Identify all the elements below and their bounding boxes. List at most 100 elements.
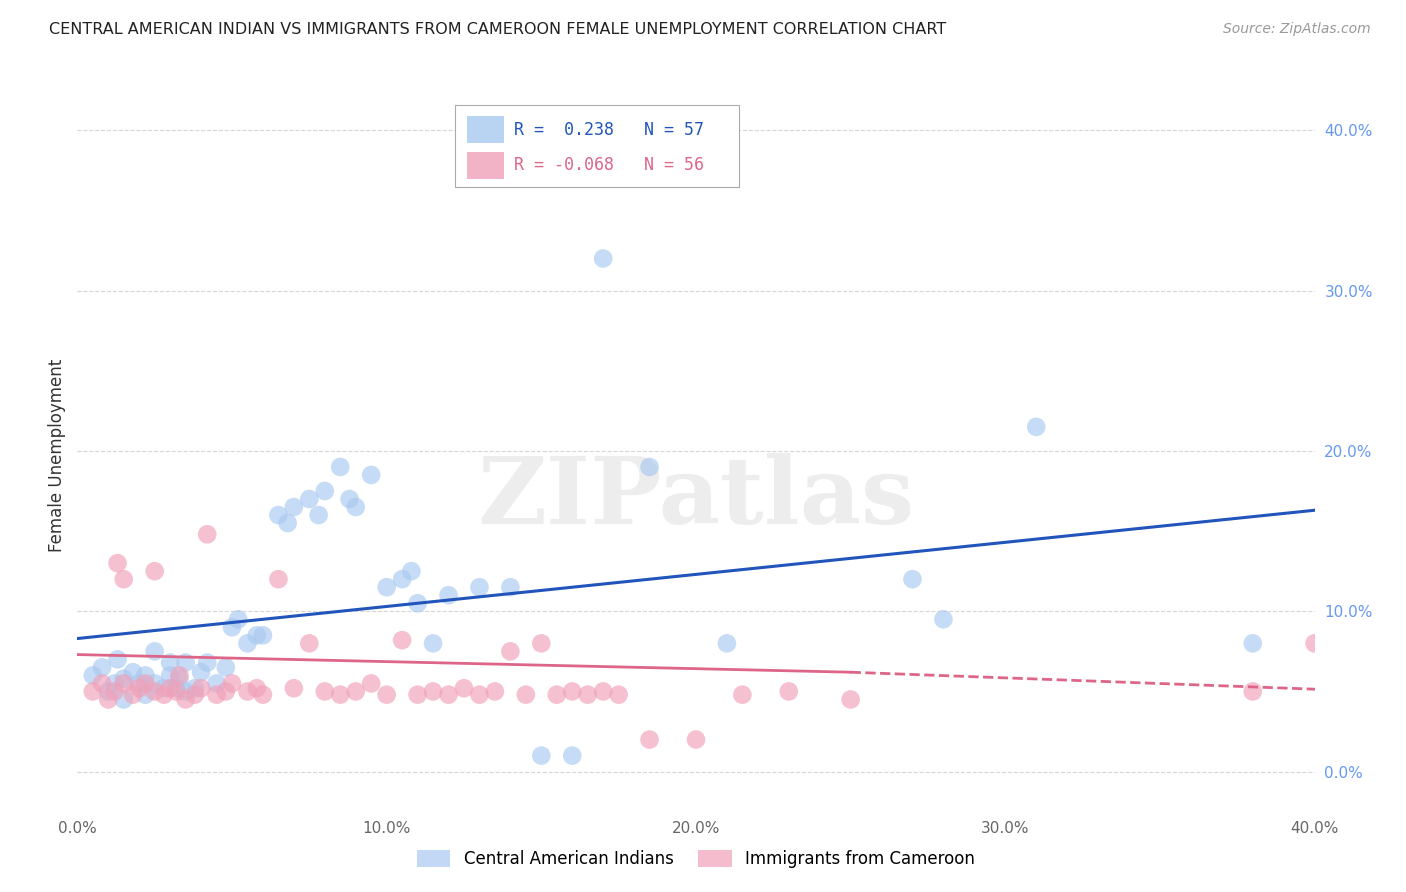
Point — [391, 572, 413, 586]
Point — [169, 668, 191, 682]
Point — [561, 748, 583, 763]
Point — [1025, 420, 1047, 434]
Point — [205, 676, 228, 690]
Point — [277, 516, 299, 530]
Point — [329, 459, 352, 474]
Point — [375, 688, 398, 702]
Point — [546, 688, 568, 702]
Point — [165, 681, 187, 696]
Point — [107, 652, 129, 666]
Point — [360, 676, 382, 690]
Point — [143, 676, 166, 690]
Point — [112, 676, 135, 690]
Point — [499, 644, 522, 658]
FancyBboxPatch shape — [454, 105, 740, 187]
Point — [143, 644, 166, 658]
Point — [484, 684, 506, 698]
Point — [165, 684, 187, 698]
Point — [314, 684, 336, 698]
Point — [468, 688, 491, 702]
Point — [174, 656, 197, 670]
Point — [103, 684, 125, 698]
Point — [236, 636, 259, 650]
Point — [401, 564, 423, 578]
Legend: Central American Indians, Immigrants from Cameroon: Central American Indians, Immigrants fro… — [411, 843, 981, 875]
Point — [159, 681, 181, 696]
Point — [716, 636, 738, 650]
Point — [159, 656, 181, 670]
Point — [195, 656, 218, 670]
FancyBboxPatch shape — [467, 116, 505, 143]
Point — [267, 508, 290, 522]
Text: ZIPatlas: ZIPatlas — [478, 453, 914, 542]
Point — [576, 688, 599, 702]
Point — [252, 688, 274, 702]
Point — [221, 620, 243, 634]
Point — [437, 588, 460, 602]
Point — [468, 580, 491, 594]
Point — [391, 633, 413, 648]
Point — [339, 491, 361, 506]
Point — [314, 483, 336, 498]
Point — [134, 668, 156, 682]
Point — [195, 527, 218, 541]
Point — [638, 732, 661, 747]
Point — [298, 491, 321, 506]
Point — [112, 692, 135, 706]
Point — [107, 556, 129, 570]
Point — [839, 692, 862, 706]
Point — [184, 688, 207, 702]
Point — [375, 580, 398, 594]
Point — [184, 681, 207, 696]
Point — [1241, 684, 1264, 698]
Point — [112, 572, 135, 586]
Point — [406, 688, 429, 702]
Point — [932, 612, 955, 626]
Point — [190, 665, 212, 680]
Point — [1303, 636, 1326, 650]
Point — [1241, 636, 1264, 650]
Point — [174, 692, 197, 706]
Point — [153, 681, 176, 696]
Point — [215, 660, 238, 674]
Point — [453, 681, 475, 696]
Point — [174, 684, 197, 698]
Text: R =  0.238   N = 57: R = 0.238 N = 57 — [515, 120, 704, 138]
Point — [329, 688, 352, 702]
Point — [422, 684, 444, 698]
Point — [499, 580, 522, 594]
Point — [267, 572, 290, 586]
Point — [901, 572, 924, 586]
Point — [607, 688, 630, 702]
Point — [246, 681, 269, 696]
Text: Source: ZipAtlas.com: Source: ZipAtlas.com — [1223, 22, 1371, 37]
Point — [252, 628, 274, 642]
Point — [215, 684, 238, 698]
Point — [731, 688, 754, 702]
Point — [82, 668, 104, 682]
Point — [153, 688, 176, 702]
Text: CENTRAL AMERICAN INDIAN VS IMMIGRANTS FROM CAMEROON FEMALE UNEMPLOYMENT CORRELAT: CENTRAL AMERICAN INDIAN VS IMMIGRANTS FR… — [49, 22, 946, 37]
Point — [221, 676, 243, 690]
Point — [134, 676, 156, 690]
Point — [97, 684, 120, 698]
Text: R = -0.068   N = 56: R = -0.068 N = 56 — [515, 156, 704, 174]
Point — [128, 681, 150, 696]
Point — [592, 252, 614, 266]
Point — [638, 459, 661, 474]
Point — [159, 668, 181, 682]
Point — [103, 676, 125, 690]
Point — [422, 636, 444, 650]
Point — [190, 681, 212, 696]
Point — [82, 684, 104, 698]
Point — [308, 508, 330, 522]
Point — [406, 596, 429, 610]
Point — [283, 500, 305, 514]
Point — [128, 676, 150, 690]
Point — [530, 748, 553, 763]
Point — [561, 684, 583, 698]
FancyBboxPatch shape — [467, 152, 505, 178]
Point — [97, 692, 120, 706]
Point — [226, 612, 249, 626]
Point — [344, 500, 367, 514]
